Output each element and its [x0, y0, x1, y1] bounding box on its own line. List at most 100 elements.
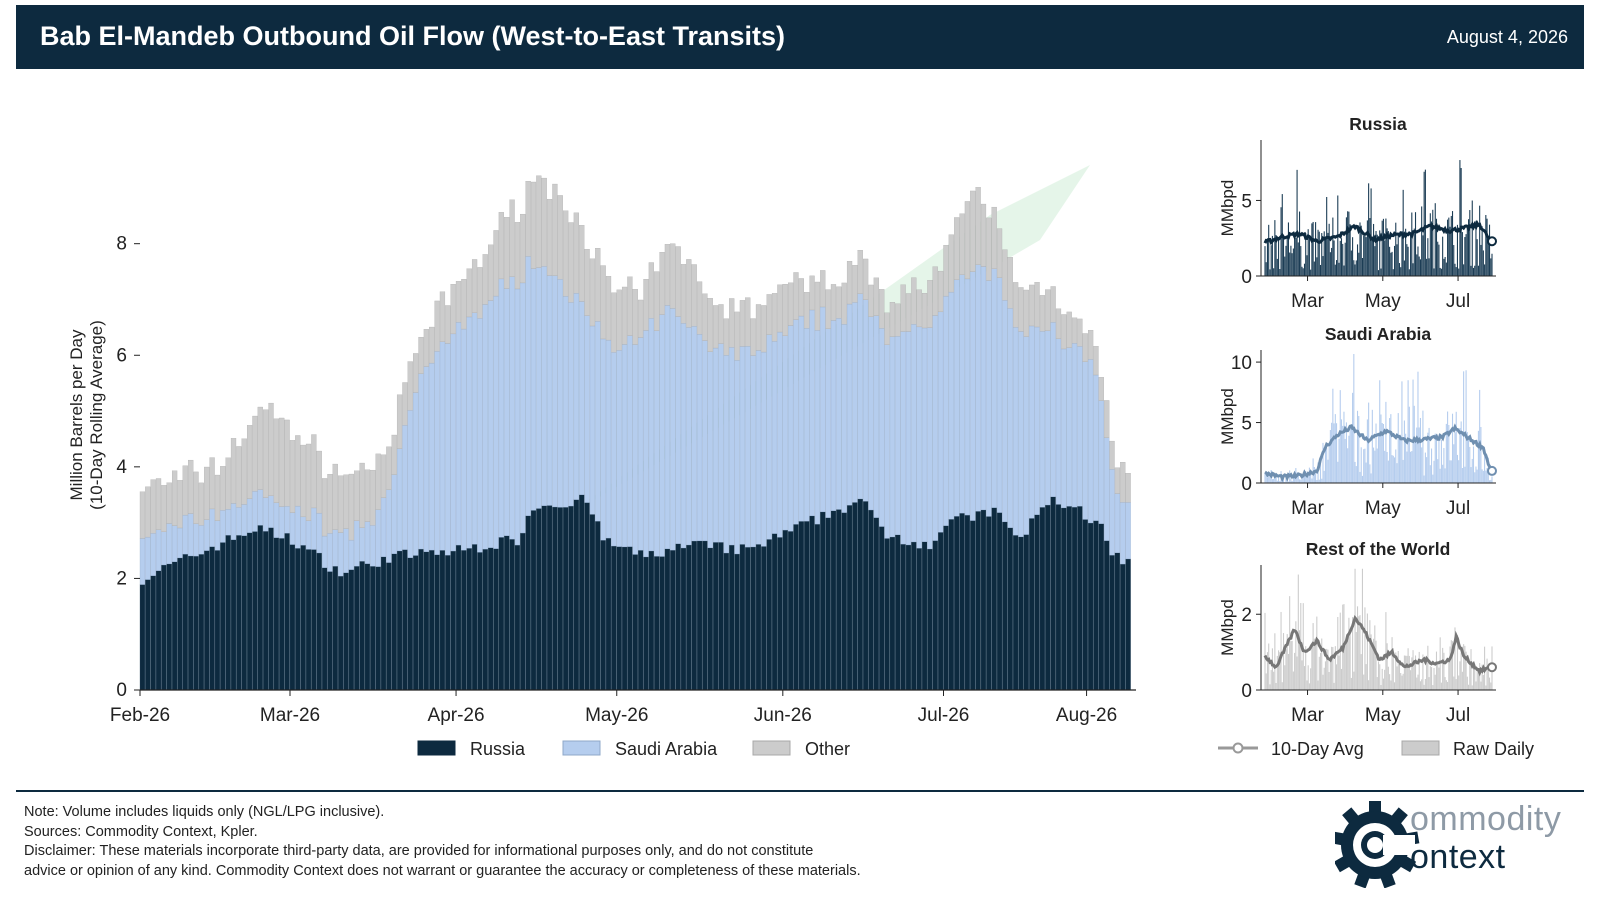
bar-saudi-arabia [1071, 343, 1078, 508]
legend-swatch [752, 740, 791, 756]
bar-other [836, 286, 842, 319]
bar-russia [954, 516, 960, 691]
bar-other [257, 406, 263, 490]
bar-russia [777, 537, 783, 691]
bar-other [413, 353, 419, 393]
avg-line [1264, 423, 1493, 483]
bar-russia [429, 549, 435, 691]
bar-saudi-arabia [530, 268, 537, 511]
bar-russia [986, 516, 992, 691]
small-x-tick-label: May [1365, 498, 1401, 519]
small-legend: 10-Day Avg Raw Daily [1218, 739, 1534, 759]
bar-russia [525, 515, 531, 691]
bar-russia [771, 533, 778, 691]
bar-saudi-arabia [889, 336, 896, 538]
bar-saudi-arabia [396, 448, 403, 552]
bar-other [921, 293, 928, 329]
bar-russia [1007, 527, 1013, 691]
bar-saudi-arabia [948, 291, 954, 520]
report-date: August 4, 2026 [1446, 27, 1568, 47]
bar-saudi-arabia [696, 334, 703, 542]
bar-russia [734, 553, 740, 691]
bar-saudi-arabia [166, 523, 172, 565]
bar-other [734, 311, 740, 361]
bar-saudi-arabia [1093, 374, 1099, 521]
bar-saudi-arabia [177, 527, 183, 559]
bar-saudi-arabia [643, 330, 649, 558]
bar-russia [943, 525, 949, 691]
bar-saudi-arabia [921, 327, 928, 542]
bar-other [343, 474, 349, 529]
bar-saudi-arabia [455, 322, 462, 546]
bar-russia [423, 551, 429, 691]
bar-saudi-arabia [541, 266, 547, 506]
bar-other [954, 217, 960, 281]
bar-saudi-arabia [546, 275, 553, 506]
bar-saudi-arabia [1114, 493, 1121, 553]
footer-note: Note: Volume includes liquids only (NGL/… [24, 804, 385, 820]
bar-russia [600, 539, 606, 691]
bar-russia [311, 549, 317, 691]
bar-russia [370, 566, 376, 691]
avg-endpoint [1487, 662, 1497, 673]
x-tick-label: Jul-26 [918, 705, 970, 726]
legend-swatch [562, 740, 601, 756]
bar-russia [557, 507, 563, 691]
bar-saudi-arabia [273, 502, 280, 538]
bar-saudi-arabia [600, 338, 606, 541]
bar-russia [546, 505, 553, 691]
bar-russia [471, 544, 478, 691]
bar-other [268, 402, 274, 497]
bar-saudi-arabia [150, 533, 156, 576]
bar-other [964, 201, 971, 280]
bar-saudi-arabia [220, 510, 226, 543]
bar-saudi-arabia [198, 525, 204, 555]
bar-other [814, 281, 821, 331]
bar-other [220, 466, 226, 511]
bar-other [670, 243, 676, 309]
bar-russia [343, 572, 349, 691]
bar-saudi-arabia [616, 350, 622, 547]
bar-other [279, 417, 285, 507]
bar-other [1061, 314, 1067, 350]
bar-russia [659, 556, 665, 691]
bar-saudi-arabia [439, 341, 446, 551]
bar-saudi-arabia [964, 278, 971, 516]
bar-saudi-arabia [380, 497, 387, 557]
bar-saudi-arabia [241, 504, 247, 536]
bar-other [895, 303, 901, 337]
bar-saudi-arabia [386, 489, 392, 563]
bar-other [584, 249, 590, 316]
bar-saudi-arabia [814, 330, 821, 525]
bar-saudi-arabia [429, 362, 435, 551]
bar-saudi-arabia [980, 266, 987, 511]
bar-saudi-arabia [707, 351, 713, 549]
logo-line-2: ontext [1410, 838, 1506, 876]
bar-russia [530, 510, 537, 691]
bar-russia [188, 555, 194, 691]
bar-saudi-arabia [188, 513, 194, 557]
bar-russia [230, 539, 237, 691]
bar-saudi-arabia [809, 309, 815, 517]
bar-other [873, 277, 879, 316]
bar-saudi-arabia [284, 506, 290, 534]
bar-other [188, 459, 194, 514]
small-x-tick-label: May [1365, 291, 1401, 312]
bar-russia [145, 579, 151, 691]
bar-other [857, 250, 863, 294]
bar-saudi-arabia [638, 337, 644, 551]
bar-russia [193, 555, 199, 691]
bar-saudi-arabia [493, 295, 499, 549]
bar-other [745, 297, 751, 347]
bar-russia [643, 556, 649, 691]
bar-russia [407, 557, 413, 691]
bar-saudi-arabia [991, 268, 997, 508]
bar-saudi-arabia [788, 325, 794, 532]
bar-saudi-arabia [841, 323, 847, 513]
bar-russia [161, 564, 167, 691]
bar-saudi-arabia [771, 341, 778, 534]
bar-russia [391, 553, 397, 691]
bar-russia [798, 521, 804, 691]
bar-saudi-arabia [1066, 347, 1072, 507]
bar-saudi-arabia [782, 335, 788, 531]
